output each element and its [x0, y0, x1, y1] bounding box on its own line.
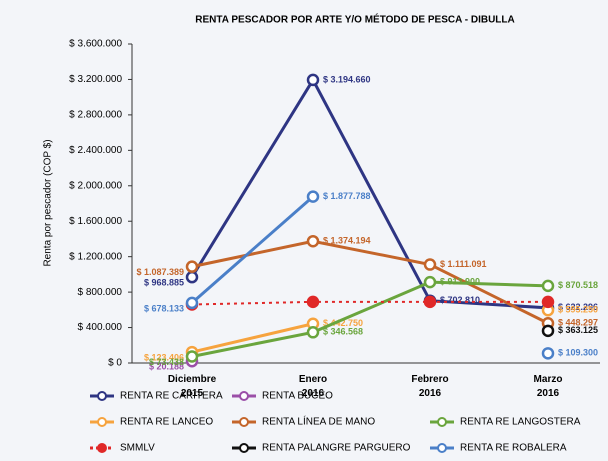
legend-marker	[239, 417, 249, 427]
data-label: $ 870.518	[558, 280, 598, 290]
y-tick-label: $ 2.400.000	[69, 145, 122, 156]
y-tick-label: $ 3.200.000	[69, 74, 122, 85]
data-label: $ 1.087.389	[136, 267, 184, 277]
legend-label: RENTA RE LANGOSTERA	[460, 417, 581, 428]
data-label: $ 346.568	[323, 327, 363, 337]
data-label: $ 363.125	[558, 325, 598, 335]
legend-label: RENTA LÍNEA DE MANO	[262, 415, 375, 428]
marker	[185, 270, 199, 284]
data-label: $ 3.194.660	[323, 74, 371, 84]
data-label: $ 622.296	[558, 302, 598, 312]
x-tick-line: 2016	[537, 388, 560, 399]
marker	[423, 258, 437, 271]
x-tick-line: Febrero	[411, 374, 448, 385]
data-label: $ 912.900	[440, 276, 480, 286]
x-tick-label: Enero 2016	[299, 374, 327, 399]
legend-marker	[97, 391, 107, 401]
marker	[185, 260, 199, 273]
marker	[306, 326, 320, 339]
data-label: $ 73.438	[149, 357, 184, 367]
marker	[541, 279, 555, 293]
data-label: $ 123.406	[144, 352, 184, 362]
y-tick-label: $ 800.000	[78, 287, 123, 298]
data-label: $ 1.374.194	[323, 236, 371, 246]
marker	[185, 350, 199, 363]
data-label: $ 968.885	[144, 278, 184, 288]
marker	[423, 295, 437, 309]
marker	[185, 296, 199, 310]
data-label: $ 702.810	[440, 295, 480, 305]
series-line	[191, 239, 549, 325]
legend-marker	[97, 443, 107, 453]
x-tick-line: 2016	[419, 388, 442, 399]
x-tick-label: Marzo 2016	[534, 374, 563, 399]
x-tick-line: Enero	[299, 374, 327, 385]
y-tick-label: $ 400.000	[78, 322, 123, 333]
data-label: $ 448.297	[558, 318, 598, 328]
x-tick-label: Febrero 2016	[411, 374, 448, 399]
x-tick-label: Diciembre 2015	[168, 374, 217, 399]
marker	[541, 324, 555, 338]
legend-marker	[239, 443, 249, 453]
marker	[423, 275, 437, 289]
y-axis-title: Renta por pescador (COP $)	[43, 139, 54, 266]
y-tick-label: $ 1.200.000	[69, 251, 122, 262]
marker	[306, 73, 320, 87]
chart-title: RENTA PESCADOR POR ARTE Y/O MÉTODO DE PE…	[195, 13, 514, 26]
marker	[541, 295, 555, 309]
legend-label: RENTA PALANGRE PARGUERO	[262, 443, 411, 454]
x-tick-line: Marzo	[534, 374, 563, 385]
x-tick-line: Diciembre	[168, 374, 217, 385]
y-tick-label: $ 1.600.000	[69, 216, 122, 227]
legend-label: SMMLV	[120, 443, 155, 454]
y-tick-label: $ 2.800.000	[69, 110, 122, 121]
data-label: $ 678.133	[144, 303, 184, 313]
x-tick-line: 2015	[181, 388, 204, 399]
legend-label: RENTA RE CARITERA	[120, 391, 223, 402]
y-tick-label: $ 0	[108, 358, 122, 369]
data-label: $ 442.750	[323, 318, 363, 328]
x-tick-line: 2016	[302, 388, 325, 399]
legend-marker	[239, 391, 249, 401]
legend-label: RENTA RE ROBALERA	[460, 443, 567, 454]
marker	[306, 295, 320, 309]
series-line	[191, 280, 549, 358]
marker	[306, 234, 320, 248]
y-tick-label: $ 3.600.000	[69, 39, 122, 50]
legend-marker	[437, 443, 447, 453]
legend-marker	[97, 417, 107, 427]
legend-marker	[437, 417, 447, 427]
legend-label: RENTA BUCEO	[262, 391, 333, 402]
legend-label: RENTA RE LANCEO	[120, 417, 213, 428]
data-label: $ 20.188	[149, 362, 184, 372]
data-label: $ 1.877.788	[323, 191, 371, 201]
marker	[306, 190, 320, 203]
data-label: $ 595.250	[558, 305, 598, 315]
marker	[541, 347, 555, 360]
data-label: $ 109.300	[558, 348, 598, 358]
series-line	[190, 76, 549, 310]
data-label: $ 1.111.091	[440, 259, 487, 269]
y-tick-label: $ 2.000.000	[69, 180, 122, 191]
